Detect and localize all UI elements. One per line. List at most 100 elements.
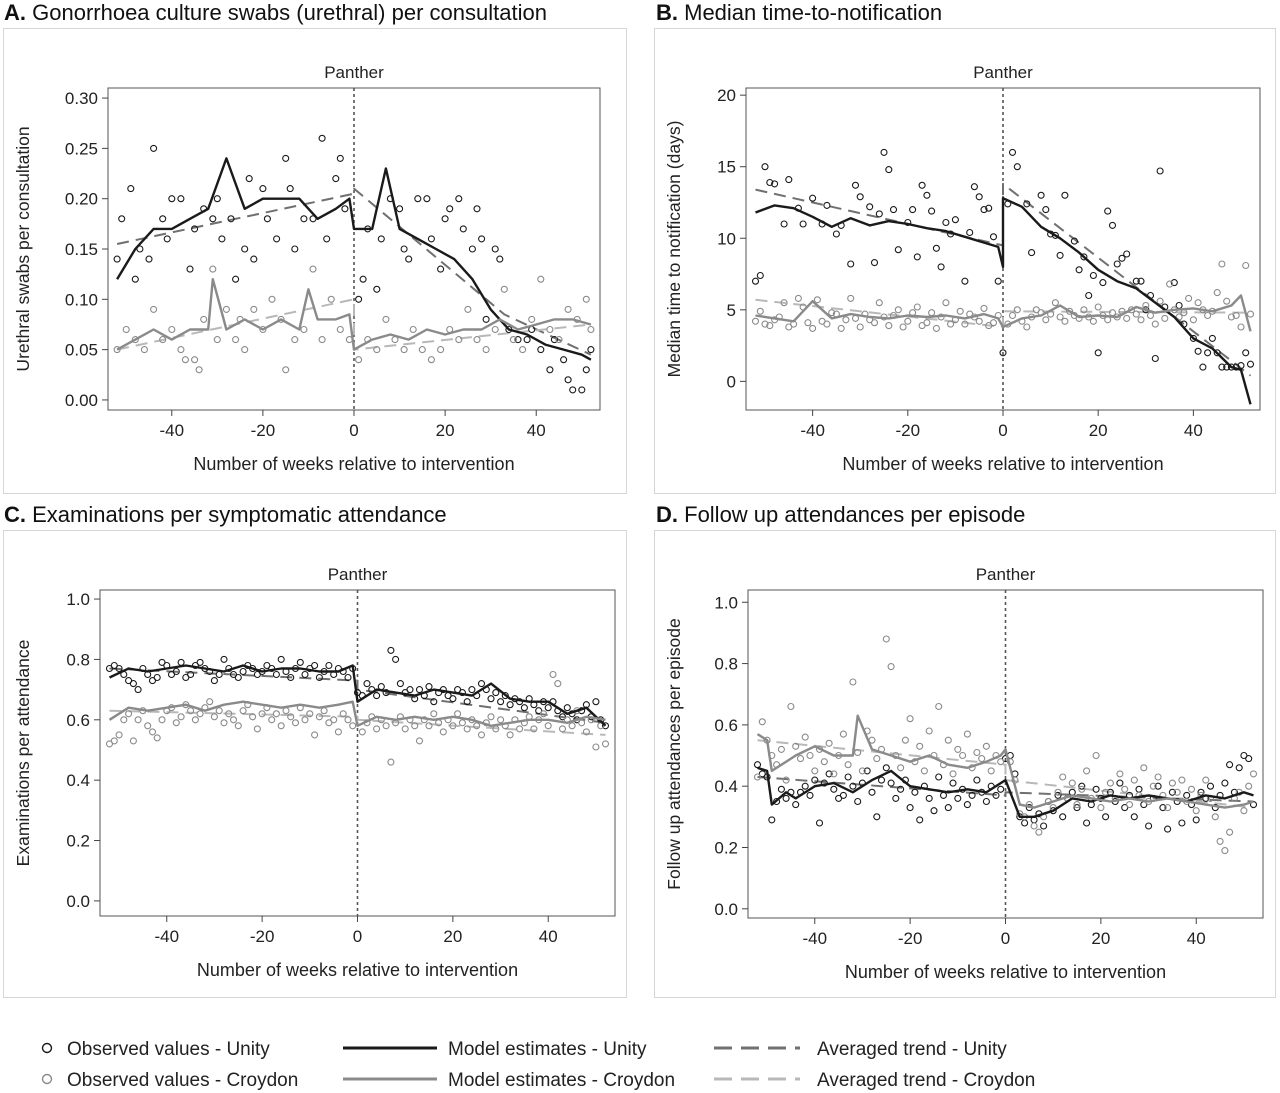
data-point	[332, 175, 340, 183]
data-point	[966, 228, 974, 237]
data-point	[336, 325, 344, 334]
data-point	[287, 673, 295, 682]
data-point	[866, 203, 874, 211]
legend-label-observed-unity: Observed values - Unity	[67, 1039, 270, 1060]
data-point	[563, 704, 571, 712]
data-point	[273, 235, 281, 243]
data-point	[425, 683, 433, 691]
data-point	[999, 349, 1007, 357]
panel-b-frame	[654, 28, 1276, 494]
data-point	[463, 725, 471, 733]
data-point	[250, 305, 258, 313]
data-point	[894, 306, 902, 314]
data-point	[301, 670, 309, 679]
data-point	[277, 655, 285, 663]
data-point	[113, 346, 121, 354]
y-tick-label: 0.0	[714, 900, 738, 919]
data-point	[227, 215, 235, 223]
data-point	[796, 755, 805, 763]
data-point	[418, 346, 426, 354]
data-point	[311, 661, 319, 670]
data-point	[975, 193, 983, 201]
data-point	[229, 716, 238, 724]
data-point	[401, 725, 409, 733]
data-point	[373, 285, 381, 293]
data-point	[159, 215, 167, 223]
data-point	[794, 294, 802, 302]
data-point	[544, 722, 552, 730]
data-point	[272, 710, 280, 718]
data-point	[210, 677, 218, 685]
data-point	[220, 719, 228, 727]
data-point	[558, 725, 567, 733]
data-point	[1102, 788, 1110, 796]
data-point	[1054, 791, 1062, 799]
data-point	[341, 205, 349, 213]
data-point	[400, 346, 408, 354]
data-point	[516, 725, 524, 733]
data-point	[291, 719, 300, 727]
data-point	[925, 727, 933, 735]
data-point	[811, 776, 819, 784]
x-axis-label: Number of weeks relative to intervention	[845, 962, 1166, 982]
data-point	[187, 670, 195, 679]
data-point	[196, 710, 204, 718]
data-point	[315, 713, 323, 721]
data-point	[239, 667, 247, 676]
data-point	[875, 299, 883, 307]
data-point	[806, 751, 814, 760]
data-point	[1194, 347, 1202, 355]
data-point	[1008, 148, 1017, 156]
data-point	[300, 215, 308, 223]
y-tick-label: 0.30	[65, 89, 98, 108]
data-point	[582, 366, 590, 374]
data-point	[847, 260, 855, 268]
data-point	[134, 686, 142, 694]
intervention-annotation: Panther	[328, 565, 388, 584]
data-point	[446, 205, 454, 213]
series-model-estimates-unity	[116, 157, 592, 361]
data-point	[916, 742, 924, 750]
data-point	[1042, 316, 1050, 324]
data-point	[863, 767, 871, 775]
data-point	[930, 807, 938, 815]
data-point	[1013, 163, 1021, 171]
data-point	[825, 739, 833, 747]
data-point	[753, 761, 762, 769]
data-point	[882, 635, 890, 643]
data-point	[232, 275, 240, 283]
data-point	[127, 185, 135, 193]
panel-b-title-text: Median time-to-notification	[684, 0, 943, 25]
data-point	[756, 271, 764, 280]
data-point	[923, 191, 931, 199]
data-point	[245, 175, 253, 183]
data-point	[1213, 289, 1221, 297]
data-point	[885, 166, 893, 174]
data-point	[259, 185, 267, 193]
y-tick-label: 0.20	[65, 190, 98, 209]
data-point	[932, 244, 940, 252]
data-point	[546, 366, 554, 374]
data-point	[1040, 822, 1048, 830]
y-tick-label: 0.8	[714, 655, 738, 674]
data-point	[970, 183, 978, 191]
data-point	[949, 779, 957, 787]
data-point	[241, 346, 249, 354]
data-point	[761, 320, 769, 328]
data-point	[206, 698, 214, 706]
data-point	[766, 178, 774, 187]
data-point	[115, 664, 123, 673]
data-point	[1202, 776, 1210, 784]
data-point	[1013, 306, 1021, 314]
data-point	[1156, 297, 1164, 305]
data-point	[1056, 251, 1064, 259]
panel-c-title: C. Examinations per symptomatic attendan…	[4, 502, 447, 528]
data-point	[177, 195, 185, 203]
data-point	[792, 801, 800, 809]
data-point	[210, 713, 218, 721]
y-tick-label: 0.10	[65, 290, 98, 309]
data-point	[530, 725, 538, 733]
data-point	[899, 323, 907, 331]
data-point	[177, 346, 185, 354]
data-point	[1151, 354, 1159, 363]
